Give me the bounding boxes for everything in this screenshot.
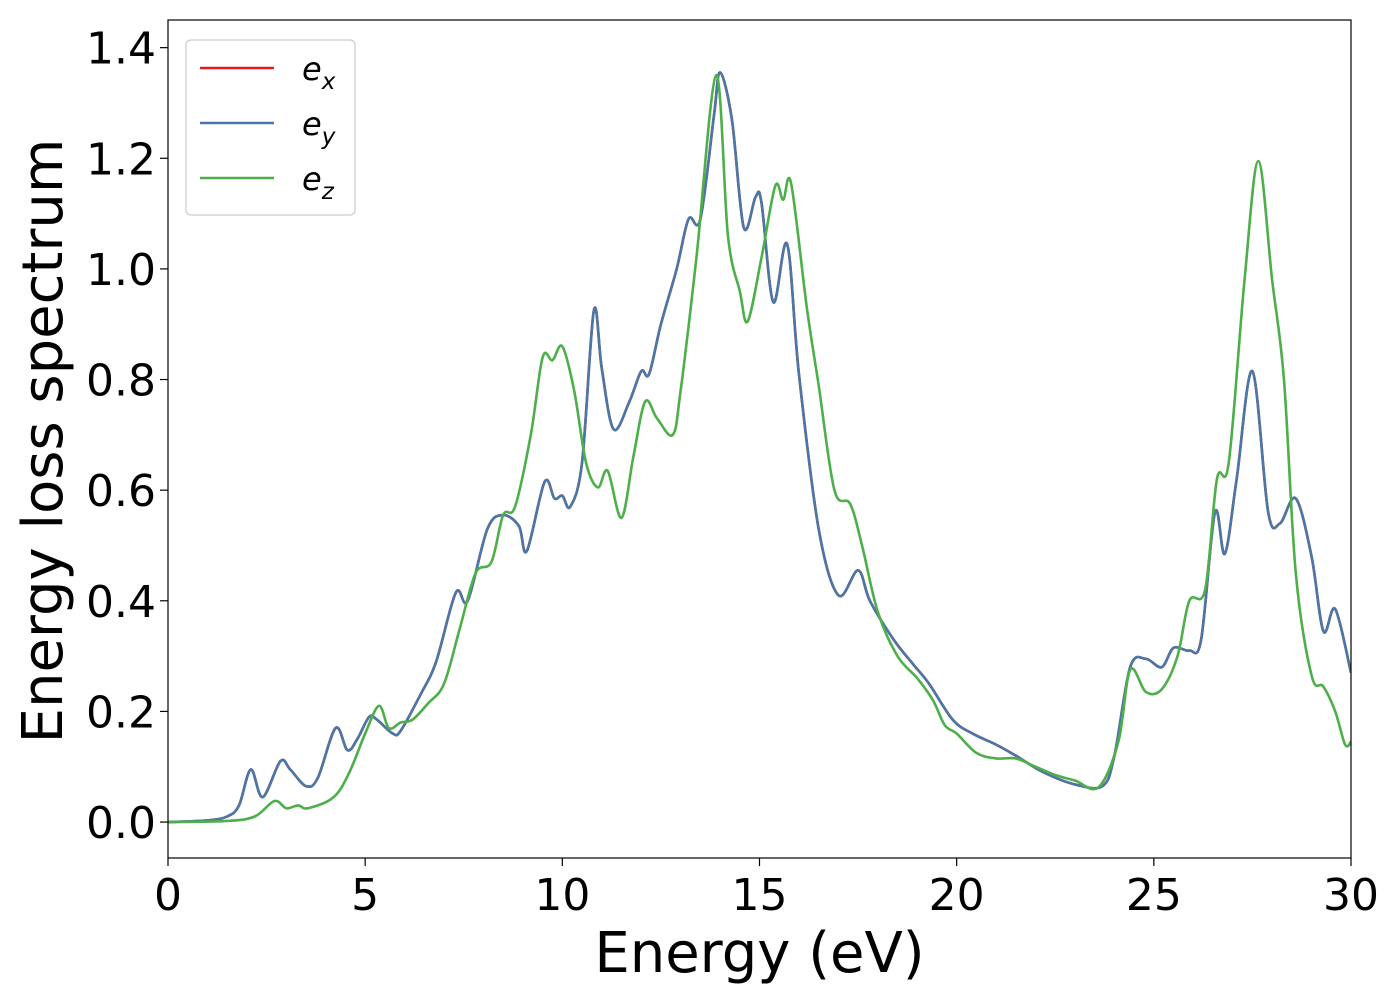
legend-label-base: e <box>302 50 322 88</box>
x-tick-label: 30 <box>1323 870 1379 921</box>
y-tick-label: 0.6 <box>86 466 156 517</box>
legend-label-ey: ey <box>302 105 336 150</box>
x-tick-label: 20 <box>929 870 985 921</box>
x-tick-label: 10 <box>534 870 590 921</box>
y-axis-label: Energy loss spectrum <box>11 139 76 744</box>
y-tick-label: 0.0 <box>86 798 156 849</box>
y-tick-label: 1.0 <box>86 245 156 296</box>
x-tick-label: 0 <box>154 870 182 921</box>
series-layer <box>168 71 1351 824</box>
legend-label-ez: ez <box>302 160 335 205</box>
y-tick-label: 0.8 <box>86 356 156 407</box>
legend-label-base: e <box>302 160 322 198</box>
legend-label-sub: z <box>321 179 335 205</box>
series-line-ey <box>168 71 1351 824</box>
legend-label-ex: ex <box>302 50 336 95</box>
legend-box <box>185 39 356 216</box>
x-tick-label: 5 <box>351 870 379 921</box>
y-tick-label: 0.4 <box>86 577 156 628</box>
y-tick-label: 1.2 <box>86 134 156 185</box>
legend-label-sub: x <box>321 69 336 95</box>
legend-label-base: e <box>302 105 322 143</box>
x-tick-label: 15 <box>732 870 788 921</box>
y-tick-label: 1.4 <box>86 24 156 75</box>
x-axis-label: Energy (eV) <box>594 921 924 986</box>
ticks-layer: 0 5 10 15 20 25 30 0.0 0.2 0.4 0.6 0.8 1.0 1.2 1.4 <box>86 24 1379 921</box>
x-tick-label: 25 <box>1126 870 1182 921</box>
legend-label-sub: y <box>321 124 336 150</box>
series-line-ez <box>168 73 1351 824</box>
y-tick-label: 0.2 <box>86 687 156 738</box>
